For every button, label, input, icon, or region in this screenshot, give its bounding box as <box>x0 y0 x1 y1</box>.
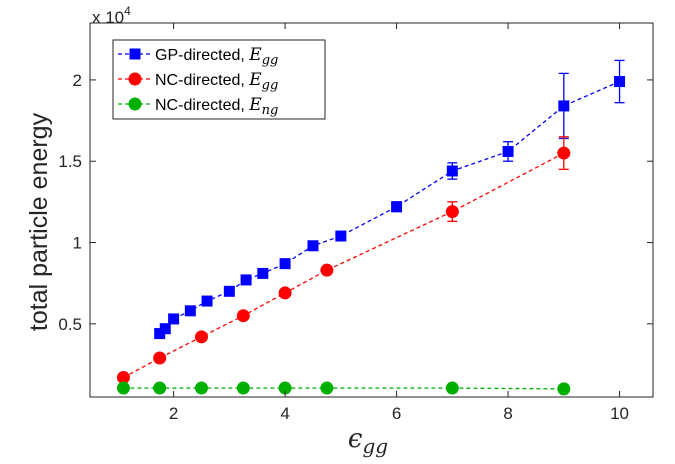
legend-label: NC-directed, Egg <box>155 70 278 93</box>
legend-label-name: GP-directed, <box>155 47 249 64</box>
x-axis-label-main: ϵ <box>348 424 363 454</box>
data-point <box>201 295 213 307</box>
data-point <box>194 330 208 344</box>
x-tick-label: 6 <box>392 404 401 423</box>
data-point <box>614 76 626 88</box>
legend-label-subscript: gg <box>262 53 279 68</box>
data-point <box>391 201 403 213</box>
legend-label-math: E <box>248 95 262 115</box>
x-tick-label: 4 <box>280 404 289 423</box>
data-point <box>153 381 167 395</box>
y-tick-label: 1 <box>73 234 82 253</box>
series-line <box>123 152 565 379</box>
series-line <box>159 80 620 335</box>
data-point <box>557 382 571 396</box>
data-point <box>445 381 459 395</box>
x-tick-label: 10 <box>610 404 629 423</box>
data-point <box>278 381 292 395</box>
data-point <box>445 205 459 219</box>
data-point <box>236 309 250 323</box>
y-tick-label: 2 <box>73 71 82 90</box>
data-point <box>320 263 334 277</box>
legend-marker <box>128 97 142 111</box>
data-point <box>502 145 514 157</box>
series-1 <box>154 59 626 340</box>
data-point <box>558 100 570 112</box>
data-point <box>240 274 252 286</box>
legend-label: NC-directed, Eng <box>155 95 278 118</box>
data-point <box>194 381 208 395</box>
legend-marker <box>128 72 142 86</box>
legend-marker <box>129 48 141 60</box>
data-point <box>278 286 292 300</box>
data-point <box>307 240 319 252</box>
y-axis-label: total particle energy <box>25 112 53 331</box>
legend-entry-3: NC-directed, Eng <box>118 95 278 118</box>
data-point <box>168 313 180 325</box>
data-point <box>223 285 235 297</box>
axes: 2 4 6 8 10 0.5 1 1.5 2 <box>58 22 654 423</box>
data-point <box>236 381 250 395</box>
series-3 <box>116 381 571 396</box>
data-point <box>279 258 291 270</box>
x-axis-label-sub: gg <box>362 434 388 458</box>
data-point <box>257 267 269 279</box>
legend-entry-2: NC-directed, Egg <box>118 70 278 93</box>
plot-area <box>116 59 626 396</box>
x-tick-label: 2 <box>169 404 178 423</box>
y-exponent-power: 4 <box>124 4 131 18</box>
data-point <box>153 351 167 365</box>
x-axis-label: ϵgg <box>348 424 388 458</box>
legend-label-subscript: ng <box>262 103 279 118</box>
data-point <box>335 230 347 242</box>
data-point <box>320 381 334 395</box>
data-point <box>159 323 171 335</box>
legend-label-name: NC-directed, <box>155 72 249 89</box>
data-point <box>116 381 130 395</box>
data-point <box>557 146 571 160</box>
series-2 <box>116 136 571 384</box>
y-tick-label: 0.5 <box>58 315 82 334</box>
legend-label-math: E <box>248 70 262 90</box>
x-tick-label: 8 <box>503 404 512 423</box>
legend-label-subscript: gg <box>262 78 279 93</box>
data-point <box>184 305 196 317</box>
series-line <box>123 387 564 390</box>
data-point <box>446 165 458 177</box>
y-exponent-label: x 104 <box>92 4 131 27</box>
data-point <box>154 328 166 340</box>
y-tick-label: 1.5 <box>58 152 82 171</box>
legend-label-name: NC-directed, <box>155 97 249 114</box>
legend-label-math: E <box>248 45 262 65</box>
y-exponent-base: x 10 <box>92 8 124 27</box>
legend-label: GP-directed, Egg <box>155 45 278 68</box>
data-point <box>116 370 130 384</box>
legend-entry-1: GP-directed, Egg <box>118 45 278 68</box>
axes-box <box>89 22 654 398</box>
